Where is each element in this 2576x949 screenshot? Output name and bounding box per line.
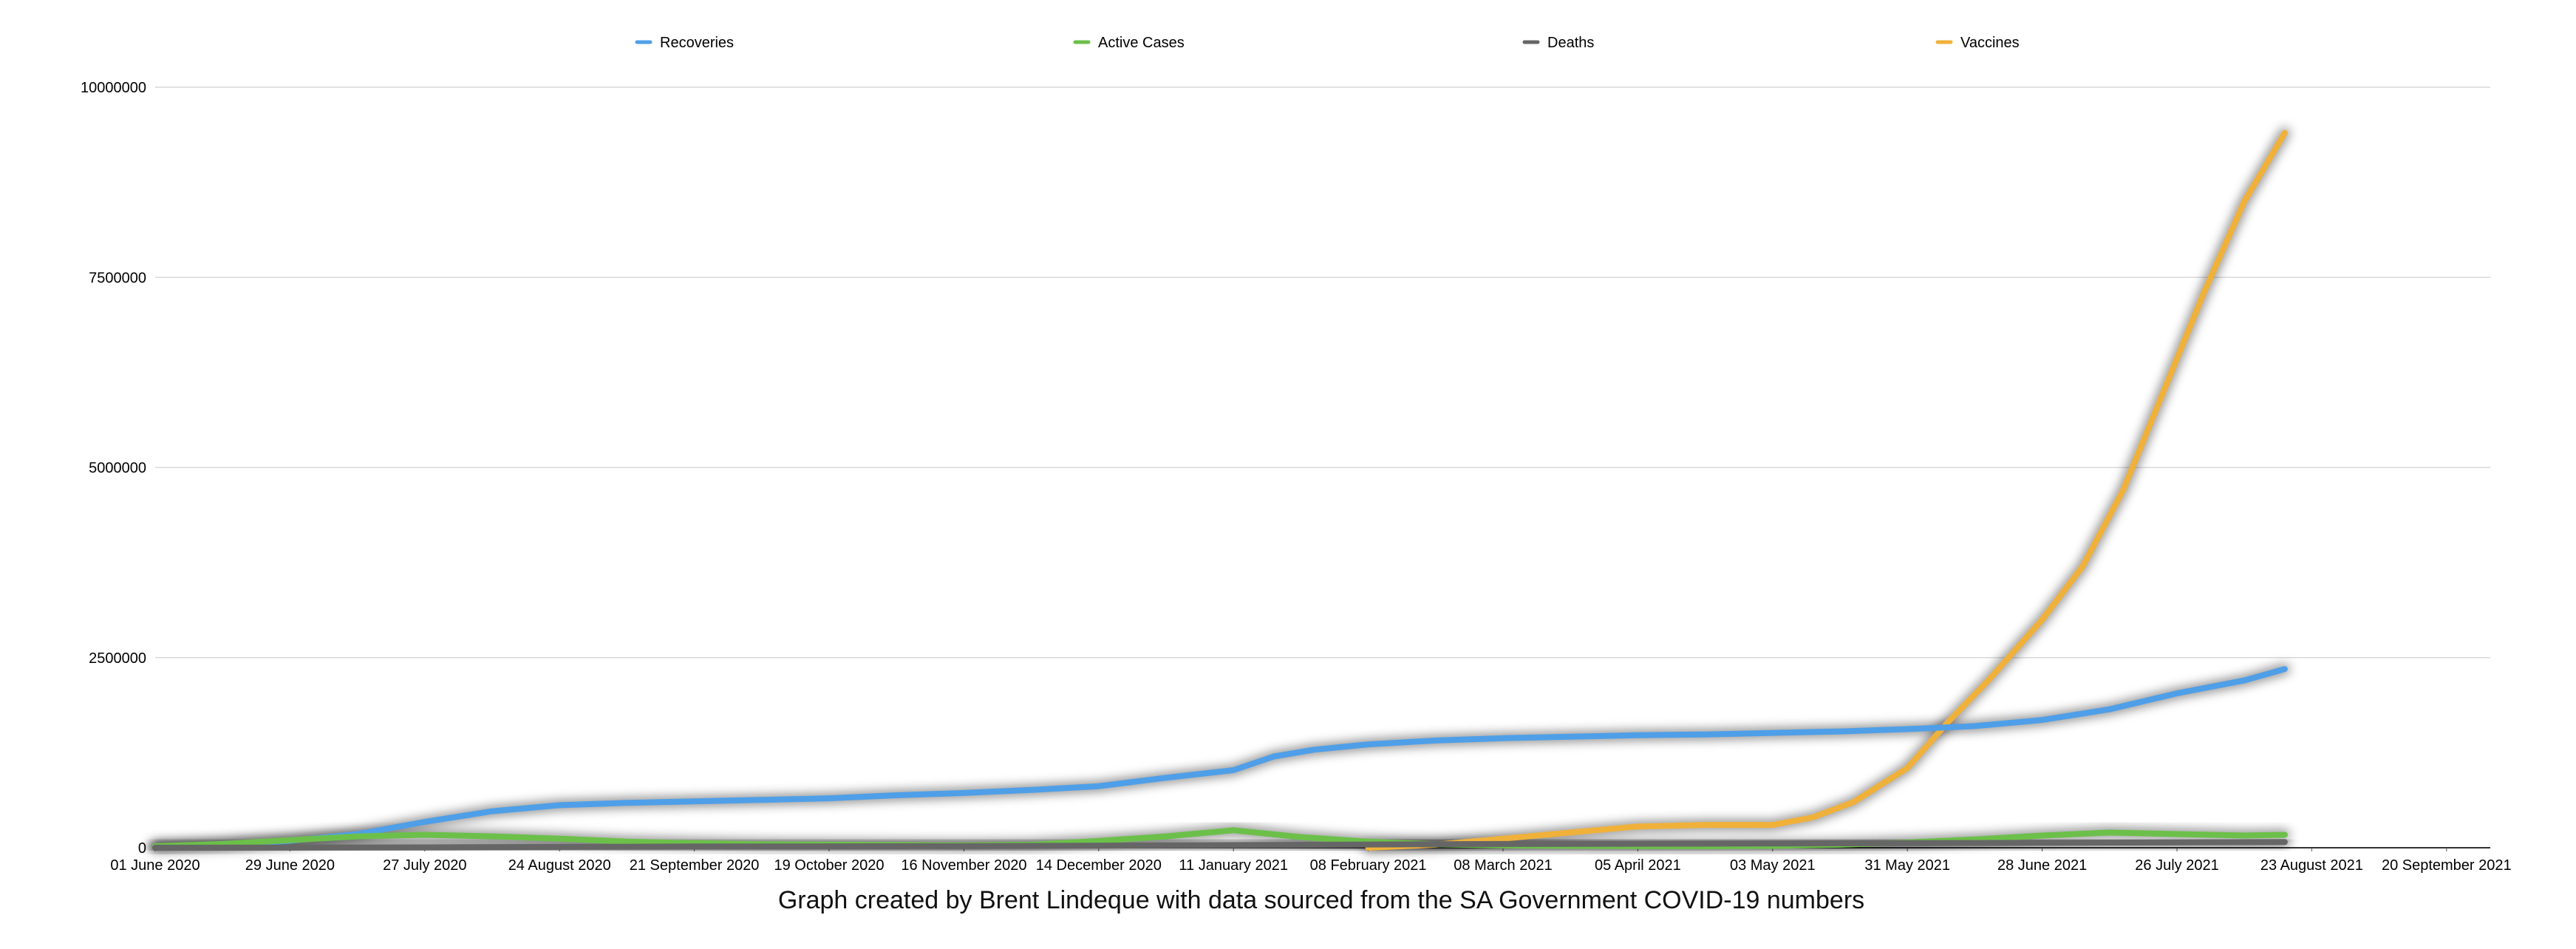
y-tick-label: 10000000 <box>81 80 146 96</box>
x-tick-label: 23 August 2021 <box>2260 857 2363 874</box>
series-line-deaths <box>152 839 2288 851</box>
y-tick-label: 2500000 <box>89 650 146 667</box>
y-tick-label: 0 <box>138 840 146 857</box>
x-tick-label: 21 September 2020 <box>630 857 760 874</box>
x-tick-label: 31 May 2021 <box>1864 857 1950 874</box>
x-tick-label: 08 March 2021 <box>1454 857 1552 874</box>
legend-label: Recoveries <box>660 35 734 51</box>
y-tick-label: 7500000 <box>89 270 146 286</box>
gridlines <box>155 86 2490 659</box>
x-tick-label: 16 November 2020 <box>901 857 1026 874</box>
x-tick-label: 01 June 2020 <box>110 857 200 874</box>
y-tick-label: 5000000 <box>89 460 146 477</box>
legend: Recoveries Active Cases Deaths Vaccines <box>635 35 2020 51</box>
chart-caption: Graph created by Brent Lindeque with dat… <box>778 886 1864 914</box>
series-lines <box>150 127 2290 853</box>
legend-label: Deaths <box>1547 35 1594 51</box>
series-line-vaccines <box>1365 129 2288 851</box>
x-tick-label: 14 December 2020 <box>1036 857 1162 874</box>
series-shadow <box>150 664 2290 852</box>
series-line-recoveries <box>152 666 2288 850</box>
x-tick-label: 26 July 2021 <box>2135 857 2218 874</box>
x-tick-label: 08 February 2021 <box>1310 857 1427 874</box>
x-tick-label: 11 January 2021 <box>1179 857 1288 874</box>
legend-label: Vaccines <box>1960 35 2020 51</box>
x-tick-label: 19 October 2020 <box>774 857 885 874</box>
x-tick-label: 29 June 2020 <box>245 857 335 874</box>
x-tick-label: 20 September 2021 <box>2382 857 2512 874</box>
x-tick-label: 03 May 2021 <box>1730 857 1816 874</box>
x-tick-label: 05 April 2021 <box>1595 857 1681 874</box>
x-tick-label: 28 June 2021 <box>1997 857 2087 874</box>
legend-label: Active Cases <box>1098 35 1185 51</box>
x-tick-label: 27 July 2020 <box>383 857 466 874</box>
x-tick-label: 24 August 2020 <box>508 857 611 874</box>
